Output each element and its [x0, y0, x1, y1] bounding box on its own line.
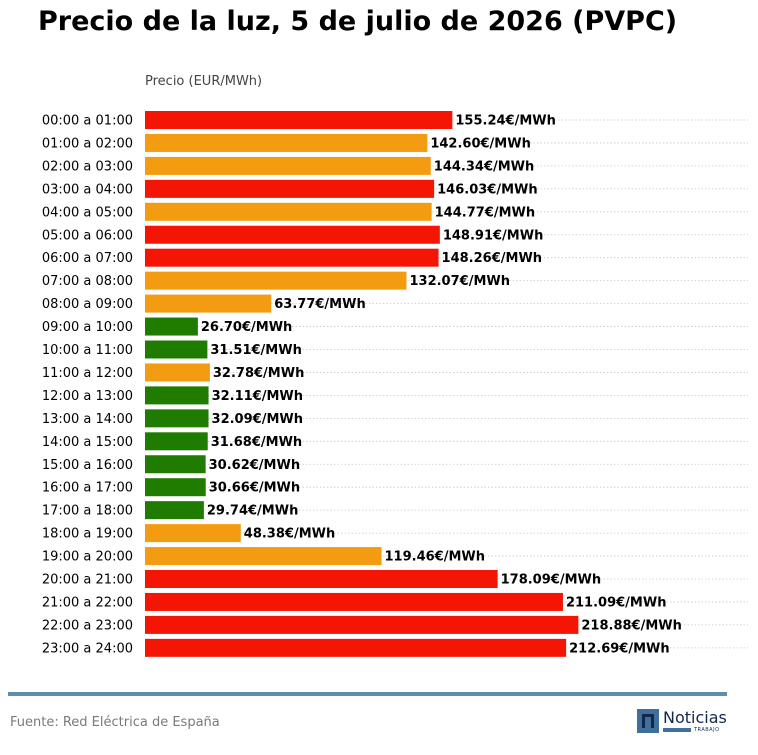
category-label: 03:00 a 04:00	[42, 182, 133, 197]
bar	[145, 133, 428, 152]
value-label: 31.68€/MWh	[211, 435, 302, 450]
bar	[145, 271, 407, 290]
value-label: 63.77€/MWh	[274, 297, 365, 312]
axis-caption: Precio (EUR/MWh)	[145, 74, 263, 89]
grid-layer	[145, 119, 748, 649]
value-label: 148.91€/MWh	[443, 228, 544, 243]
category-label: 00:00 a 01:00	[42, 114, 133, 129]
value-label: 211.09€/MWh	[566, 595, 667, 610]
bar	[145, 248, 439, 267]
brand-subtitle: TRABAJO	[694, 727, 720, 733]
value-label: 178.09€/MWh	[501, 573, 601, 588]
bar	[145, 225, 440, 244]
value-label: 146.03€/MWh	[437, 182, 538, 197]
value-label: 30.62€/MWh	[209, 458, 300, 473]
bar	[145, 386, 209, 405]
bar	[145, 409, 209, 428]
value-label: 132.07€/MWh	[409, 274, 510, 289]
source-note: Fuente: Red Eléctrica de España	[10, 715, 220, 730]
bar	[145, 363, 210, 382]
bar	[145, 156, 431, 175]
category-label: 14:00 a 15:00	[42, 435, 133, 450]
category-label: 01:00 a 02:00	[42, 136, 133, 151]
bar	[145, 524, 241, 543]
bar	[145, 111, 453, 129]
category-label: 07:00 a 08:00	[42, 274, 133, 289]
brand-underline	[663, 728, 691, 732]
value-label: 29.74€/MWh	[207, 504, 298, 519]
bar	[145, 592, 563, 611]
brand-logo: Noticias TRABAJO	[637, 708, 729, 735]
value-label: 30.66€/MWh	[209, 481, 300, 496]
chart-title: Precio de la luz, 5 de julio de 2026 (PV…	[38, 6, 678, 37]
bar	[145, 202, 432, 221]
category-label: 04:00 a 05:00	[42, 205, 133, 220]
category-label: 12:00 a 13:00	[42, 389, 133, 404]
value-label: 218.88€/MWh	[581, 618, 682, 633]
category-label: 02:00 a 03:00	[42, 159, 133, 174]
category-label: 10:00 a 11:00	[42, 343, 133, 358]
bar	[145, 570, 498, 588]
category-label: 13:00 a 14:00	[42, 412, 133, 427]
bar	[145, 340, 208, 359]
brand-name: Noticias	[663, 708, 727, 727]
bars-layer	[145, 111, 579, 657]
category-label: 21:00 a 22:00	[42, 595, 133, 610]
category-label: 17:00 a 18:00	[42, 504, 133, 519]
category-label: 09:00 a 10:00	[42, 320, 133, 335]
category-label: 08:00 a 09:00	[42, 297, 133, 312]
bar	[145, 179, 435, 198]
category-label: 15:00 a 16:00	[42, 458, 133, 473]
value-labels: 155.24€/MWh 142.60€/MWh 144.34€/MWh 146.03€…	[201, 114, 682, 657]
category-label: 16:00 a 17:00	[42, 481, 133, 496]
category-label: 18:00 a 19:00	[42, 527, 133, 542]
bar	[145, 317, 198, 336]
bar	[145, 615, 579, 634]
bar	[145, 455, 206, 474]
value-label: 32.78€/MWh	[213, 366, 304, 381]
category-label: 19:00 a 20:00	[42, 550, 133, 565]
category-labels: 00:00 a 01:00 01:00 a 02:00 02:00 a 03:00 0…	[42, 114, 133, 657]
value-label: 155.24€/MWh	[455, 114, 556, 129]
value-label: 142.60€/MWh	[430, 136, 531, 151]
value-label: 32.11€/MWh	[212, 389, 303, 404]
value-label: 119.46€/MWh	[385, 550, 486, 565]
value-label: 48.38€/MWh	[244, 527, 335, 542]
value-label: 32.09€/MWh	[212, 412, 303, 427]
value-label: 31.51€/MWh	[210, 343, 301, 358]
bar	[145, 547, 382, 566]
category-label: 05:00 a 06:00	[42, 228, 133, 243]
category-label: 22:00 a 23:00	[42, 618, 133, 633]
bar	[145, 478, 206, 497]
bar	[145, 294, 272, 313]
footer-divider	[8, 692, 727, 696]
bar	[145, 432, 208, 451]
brand-mark-icon	[637, 709, 659, 733]
category-label: 11:00 a 12:00	[42, 366, 133, 381]
category-label: 23:00 a 24:00	[42, 641, 133, 656]
category-label: 20:00 a 21:00	[42, 573, 133, 588]
bar	[145, 638, 567, 657]
value-label: 148.26€/MWh	[442, 251, 543, 266]
value-label: 212.69€/MWh	[569, 641, 670, 656]
value-label: 144.34€/MWh	[434, 159, 535, 174]
value-label: 144.77€/MWh	[435, 205, 536, 220]
bar	[145, 501, 204, 520]
value-label: 26.70€/MWh	[201, 320, 292, 335]
category-label: 06:00 a 07:00	[42, 251, 133, 266]
bar-chart: 00:00 a 01:00 01:00 a 02:00 02:00 a 03:00 0…	[42, 111, 748, 657]
